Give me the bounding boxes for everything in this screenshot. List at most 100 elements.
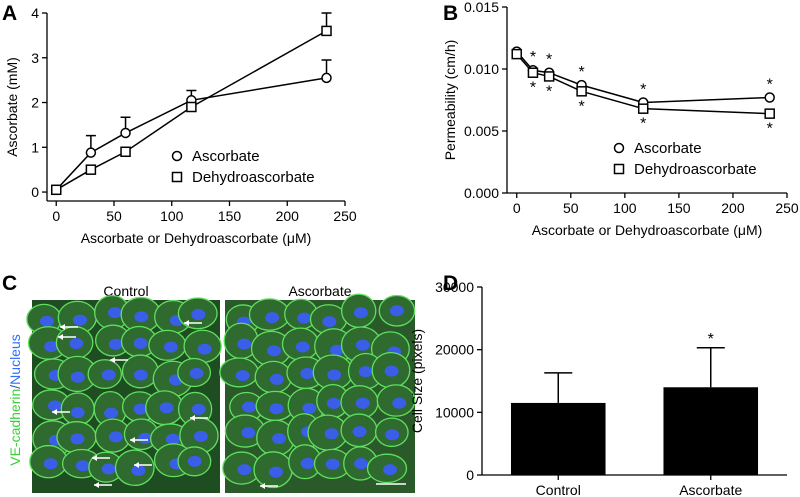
- x-tick-label: 200: [276, 208, 300, 224]
- x-axis-label: Ascorbate or Dehydroascorbate (μM): [81, 230, 312, 246]
- x-axis-label: Ascorbate or Dehydroascorbate (μM): [532, 222, 763, 238]
- nucleus: [75, 460, 90, 472]
- nucleus: [354, 458, 369, 470]
- annotation: *: [640, 81, 646, 98]
- marker: [120, 146, 131, 158]
- annotation: *: [578, 64, 584, 81]
- nucleus: [353, 307, 368, 319]
- nucleus: [187, 455, 202, 467]
- nucleus: [70, 433, 85, 445]
- arrow-head: [110, 357, 115, 363]
- nucleus: [193, 430, 208, 442]
- nucleus: [300, 457, 315, 469]
- y-tick-label: 20000: [435, 342, 474, 358]
- y-tick-label: 3: [31, 50, 39, 66]
- x-tick-label: 150: [667, 200, 691, 216]
- y-tick-label: 0.010: [464, 61, 499, 77]
- nucleus: [165, 433, 180, 445]
- nucleus: [355, 397, 370, 409]
- arrow-head: [184, 320, 189, 326]
- marker: [764, 92, 775, 103]
- nucleus: [138, 432, 153, 444]
- panel-label: B: [443, 2, 458, 25]
- arrow-head: [190, 415, 195, 421]
- marker: [186, 101, 197, 113]
- x-tick-label: 0: [513, 200, 521, 216]
- nucleus: [133, 403, 148, 415]
- marker: [527, 67, 539, 78]
- nucleus: [302, 402, 317, 414]
- marker: [576, 86, 587, 97]
- marker: [50, 184, 62, 196]
- nucleus: [383, 464, 398, 476]
- nucleus: [326, 397, 341, 409]
- y-tick-label: 0: [466, 467, 474, 483]
- nucleus: [241, 401, 256, 413]
- panel-label: D: [443, 272, 458, 295]
- nucleus: [385, 429, 400, 441]
- marker: [764, 108, 775, 119]
- marker: [321, 72, 332, 84]
- nucleus: [272, 433, 287, 445]
- nucleus: [70, 407, 85, 419]
- separator: /: [7, 385, 23, 389]
- nucleus: [322, 316, 337, 328]
- nucleus: [300, 367, 315, 379]
- bar: [663, 387, 759, 475]
- x-tick-label: Control: [536, 482, 581, 497]
- y-tick-label: 0: [31, 184, 39, 200]
- nucleus: [104, 407, 119, 419]
- nucleus: [44, 340, 59, 352]
- series: * * * * * Dehydroascorbate: [511, 48, 775, 178]
- annotation: *: [546, 52, 552, 69]
- nucleus: [69, 338, 84, 350]
- nucleus: [107, 307, 122, 319]
- marker: [120, 127, 131, 139]
- y-tick-label: 0.005: [464, 123, 499, 139]
- legend-label: Ascorbate: [634, 140, 702, 157]
- legend-label: Ascorbate: [192, 148, 260, 165]
- stain-name: Nucleus: [7, 334, 23, 385]
- annotation: *: [640, 116, 646, 133]
- marker: [511, 48, 522, 60]
- panel-label: A: [2, 2, 17, 25]
- image-title: Control: [103, 283, 148, 299]
- y-axis-label: Ascorbate (mM): [4, 57, 20, 157]
- nucleus: [237, 464, 252, 476]
- nucleus: [131, 464, 146, 476]
- nucleus: [101, 463, 116, 475]
- y-tick-label: 2: [31, 95, 39, 111]
- y-tick-label: 0.000: [464, 185, 499, 201]
- legend-marker: [171, 171, 183, 183]
- arrow-head: [130, 437, 135, 443]
- nucleus: [73, 314, 88, 326]
- nucleus: [384, 365, 399, 377]
- nucleus: [325, 458, 340, 470]
- nucleus: [267, 345, 282, 357]
- error-bar: [544, 372, 573, 403]
- marker: [637, 103, 649, 114]
- arrow-head: [134, 462, 139, 468]
- nucleus: [392, 397, 407, 409]
- arrow-head: [260, 483, 265, 489]
- nucleus: [241, 427, 256, 439]
- nucleus: [269, 373, 284, 385]
- nucleus: [297, 312, 312, 324]
- marker: [85, 147, 97, 158]
- arrow-head: [92, 455, 97, 461]
- y-axis-label: Cell Size (pixels): [409, 329, 425, 433]
- legend-label: Dehydroascorbate: [192, 169, 315, 186]
- x-tick-label: 0: [52, 208, 60, 224]
- nucleus: [269, 403, 284, 415]
- nucleus: [39, 315, 54, 327]
- error-bar: [696, 347, 725, 388]
- nucleus: [235, 370, 250, 382]
- annotation: *: [530, 49, 536, 66]
- nucleus: [108, 431, 123, 443]
- x-tick-label: 50: [106, 208, 122, 224]
- nucleus: [358, 366, 373, 378]
- nucleus: [324, 428, 339, 440]
- arrow-head: [94, 482, 99, 488]
- legend-marker: [613, 142, 625, 154]
- x-tick-label: 100: [613, 200, 637, 216]
